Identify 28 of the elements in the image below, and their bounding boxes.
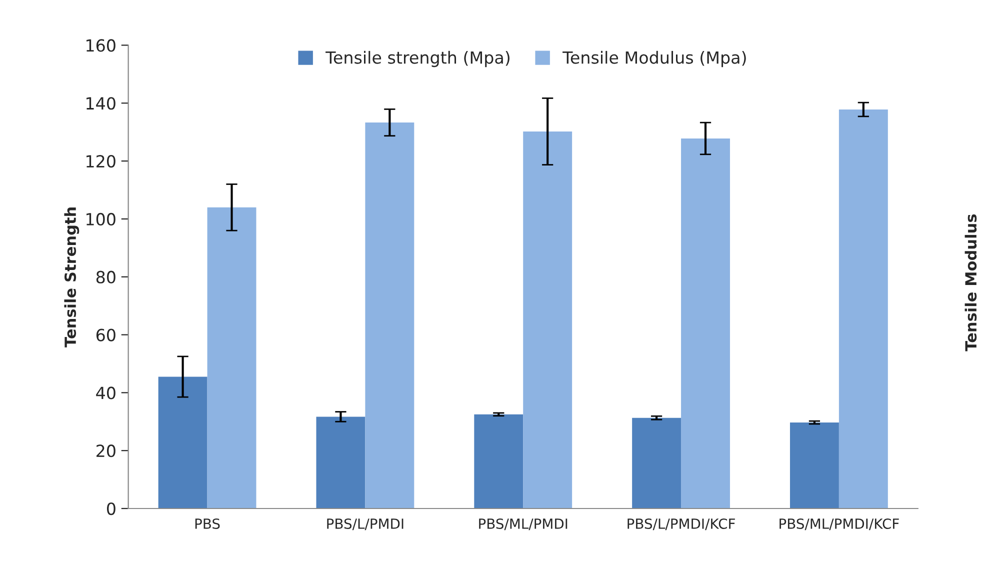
bar xyxy=(790,422,839,508)
y-tick-label: 0 xyxy=(107,502,116,516)
y-tick-label: 40 xyxy=(96,386,116,400)
x-tick-label: PBS/ML/PMDI/KCF xyxy=(780,518,899,530)
bar xyxy=(158,376,208,508)
y-tick-label: 140 xyxy=(86,97,116,110)
bar xyxy=(316,416,366,508)
bar xyxy=(523,131,572,508)
x-tick-label: PBS xyxy=(195,518,220,529)
y-tick-label: 60 xyxy=(96,328,116,342)
bar xyxy=(632,418,682,508)
y-tick-label: 160 xyxy=(86,39,116,52)
bar xyxy=(207,207,256,508)
x-tick-label: PBS/L/PMDI xyxy=(327,518,404,530)
y-tick-label: 100 xyxy=(86,212,116,226)
y2-axis-title: Tensile Modulus xyxy=(964,214,977,352)
y-axis-title: Tensile Strength xyxy=(64,208,80,348)
x-tick-label: PBS/L/PMDI/KCF xyxy=(628,518,735,530)
bar xyxy=(681,138,730,508)
x-tick-label: PBS/ML/PMDI xyxy=(479,518,568,530)
y-tick-label: 80 xyxy=(96,270,116,284)
legend-label: Tensile strength (Mpa) xyxy=(326,50,510,68)
bar xyxy=(365,122,414,508)
bar xyxy=(474,414,524,508)
legend-label: Tensile Modulus (Mpa) xyxy=(562,50,746,68)
y-tick-label: 20 xyxy=(96,444,116,458)
bar xyxy=(838,109,888,508)
y-tick-label: 120 xyxy=(86,154,116,168)
